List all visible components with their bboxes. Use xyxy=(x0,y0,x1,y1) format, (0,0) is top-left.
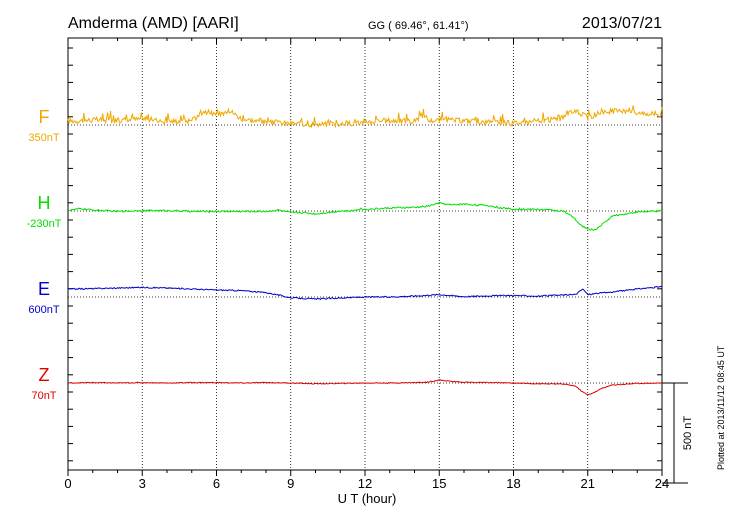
series-F-line xyxy=(67,105,663,129)
x-tick-label-3: 3 xyxy=(139,476,146,491)
series-E-baseline-label: 600nT xyxy=(28,304,59,316)
x-tick-label-9: 9 xyxy=(287,476,294,491)
series-E-line xyxy=(67,285,663,301)
x-axis-label: U T (hour) xyxy=(338,491,397,506)
x-tick-label-21: 21 xyxy=(581,476,595,491)
series-Z-baseline-label: 70nT xyxy=(31,390,56,402)
series-E-name: E xyxy=(38,279,50,299)
series-Z-name: Z xyxy=(39,365,50,385)
x-tick-label-6: 6 xyxy=(213,476,220,491)
series-F-baseline-label: 350nT xyxy=(28,132,59,144)
series-Z-line xyxy=(68,379,663,396)
date-label: 2013/07/21 xyxy=(582,15,662,32)
grid-lines xyxy=(68,38,662,470)
series-H-name: H xyxy=(38,193,51,213)
tick-marks: 0 3 6 9 12 15 18 21 24 xyxy=(64,38,669,491)
x-tick-label-15: 15 xyxy=(432,476,446,491)
x-tick-label-18: 18 xyxy=(506,476,520,491)
plotted-timestamp: Plotted at 2013/11/12 08:45 UT xyxy=(716,345,726,470)
station-title: Amderma (AMD) [AARI] xyxy=(68,15,239,32)
label-layer: F 350nT H -230nT E 600nT Z 70nT 500 nT xyxy=(27,107,694,484)
x-tick-label-12: 12 xyxy=(358,476,372,491)
series-H-line xyxy=(67,201,663,231)
station-coordinates: GG ( 69.46°, 61.41°) xyxy=(368,20,469,32)
series-F-name: F xyxy=(39,107,50,127)
x-tick-label-0: 0 xyxy=(64,476,71,491)
series-H-baseline-label: -230nT xyxy=(27,218,62,230)
scale-bar-label: 500 nT xyxy=(682,416,694,451)
series-layer xyxy=(67,105,663,396)
